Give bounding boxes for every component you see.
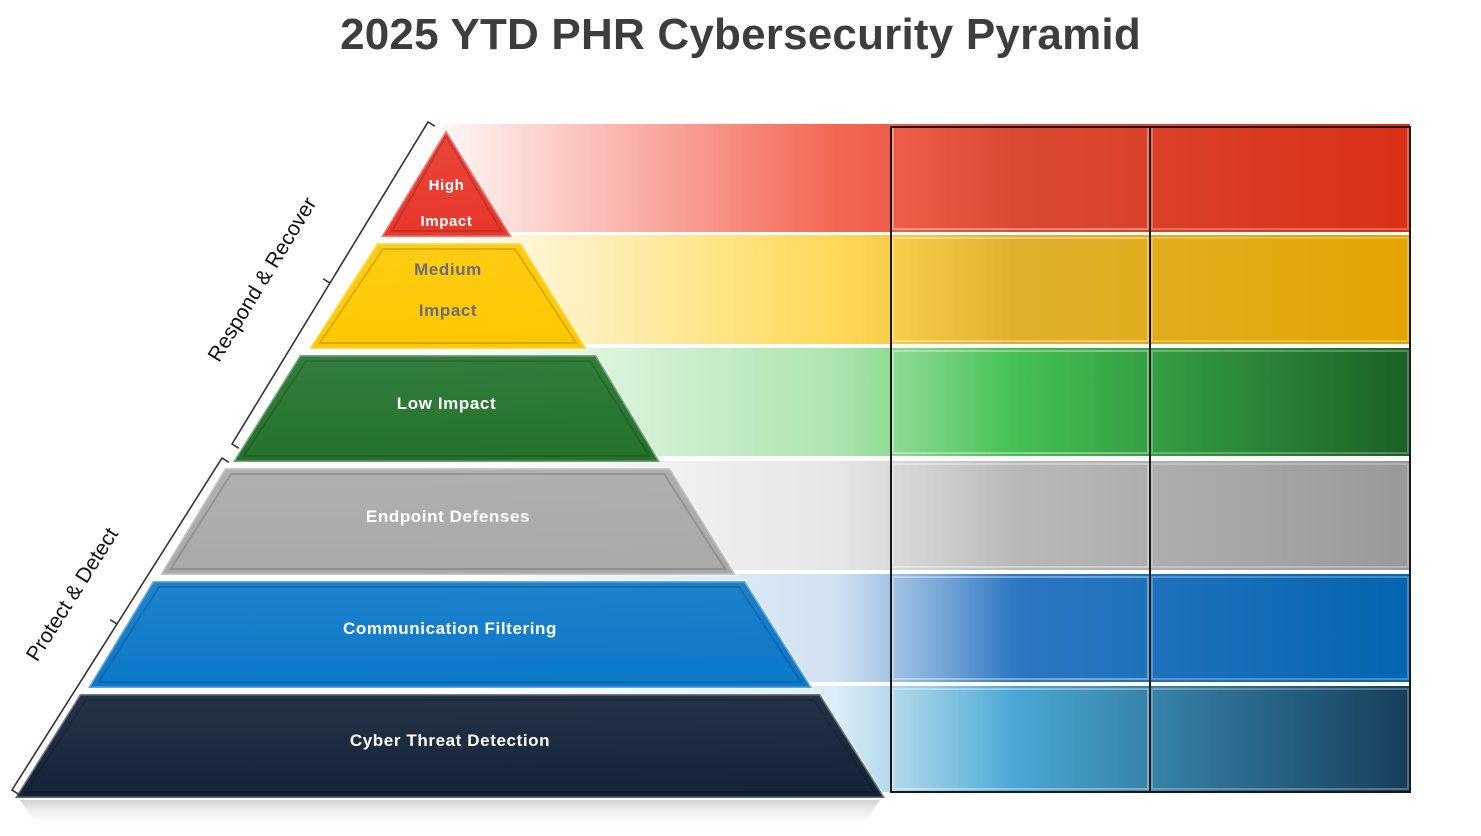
tier-label-detection: Cyber Threat Detection bbox=[350, 731, 550, 750]
tier-band-medium bbox=[420, 235, 1410, 344]
tier-bevel-medium bbox=[317, 248, 579, 344]
table-cell-medium-2 bbox=[1151, 237, 1409, 342]
table-grid bbox=[890, 126, 1411, 793]
band-separator bbox=[500, 682, 1410, 686]
tier-low: Low Impact bbox=[230, 353, 663, 464]
table-cell-low-2 bbox=[1151, 350, 1409, 454]
band-separator bbox=[500, 792, 1410, 796]
tier-shape-communication bbox=[85, 579, 815, 690]
tier-label-endpoint: Endpoint Defenses bbox=[366, 507, 530, 526]
tier-communication: Communication Filtering bbox=[85, 579, 815, 690]
band-separator bbox=[500, 456, 1410, 460]
tier-label-high: High bbox=[429, 177, 465, 194]
table-cell-communication-2 bbox=[1151, 576, 1409, 680]
table-cell-detection-2 bbox=[1151, 688, 1409, 790]
table-cell-detection-1 bbox=[892, 688, 1149, 790]
tier-label-medium: Impact bbox=[419, 301, 477, 320]
tier-bevel-high bbox=[390, 133, 503, 232]
tier-label-medium: Medium bbox=[414, 260, 482, 279]
page-title: 2025 YTD PHR Cybersecurity Pyramid bbox=[340, 10, 1141, 59]
tier-medium: Medium Impact bbox=[306, 241, 590, 351]
bracket-label-respond-recover: Respond & Recover bbox=[204, 193, 322, 365]
table-cell-endpoint-1 bbox=[892, 463, 1149, 568]
band-separator bbox=[500, 570, 1410, 574]
tier-shape-endpoint bbox=[157, 466, 739, 577]
tier-high: High Impact bbox=[378, 127, 515, 239]
tier-label-high: Impact bbox=[421, 213, 473, 230]
tier-endpoint: Endpoint Defenses bbox=[157, 466, 739, 577]
bracket-label-protect-detect: Protect & Detect bbox=[22, 524, 123, 666]
tier-label-communication: Communication Filtering bbox=[343, 619, 557, 638]
tier-shape-detection bbox=[12, 692, 888, 800]
table-cell-medium-1 bbox=[892, 237, 1149, 342]
pyramid-shadow bbox=[20, 800, 880, 830]
tier-shape-high bbox=[378, 127, 515, 239]
tier-bevel-detection bbox=[23, 699, 877, 793]
tier-shape-low bbox=[230, 353, 663, 464]
band-separator bbox=[500, 344, 1410, 348]
bracket-protect-detect bbox=[10, 456, 230, 795]
pyramid: High Impact Medium Impact Low Impact Endpoint… bbox=[12, 127, 888, 830]
tier-bevel-low bbox=[241, 360, 652, 457]
table-cell-endpoint-2 bbox=[1151, 463, 1409, 568]
tier-shape-medium bbox=[306, 241, 590, 351]
band-separator bbox=[500, 232, 1410, 236]
bracket-respond-recover bbox=[230, 120, 436, 449]
tier-bevel-communication bbox=[96, 586, 804, 683]
tier-label-low: Low Impact bbox=[397, 394, 497, 413]
tier-band-high bbox=[420, 124, 1410, 232]
tier-detection: Cyber Threat Detection bbox=[12, 692, 888, 800]
table-cell-low-1 bbox=[892, 350, 1149, 454]
table-cell-communication-1 bbox=[892, 576, 1149, 680]
tier-bevel-endpoint bbox=[168, 473, 728, 570]
